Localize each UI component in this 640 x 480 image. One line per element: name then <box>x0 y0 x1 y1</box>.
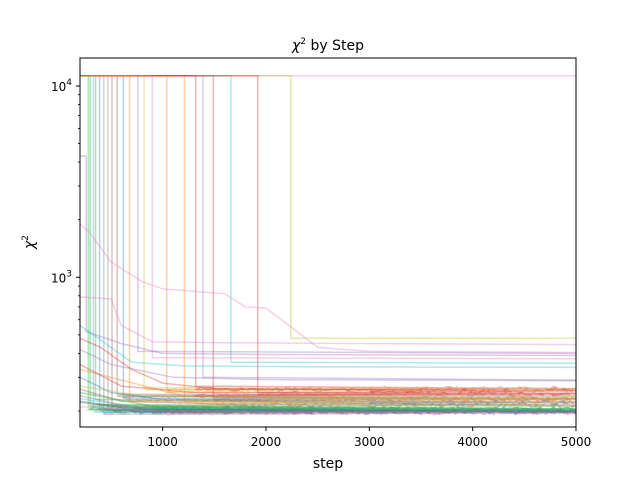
chain-line-11 <box>80 75 576 402</box>
x-tick-label: 1000 <box>147 435 178 449</box>
title-superscript: 2 <box>300 37 306 47</box>
x-tick-label: 5000 <box>561 435 592 449</box>
plot-frame <box>79 57 577 428</box>
chain-line-37 <box>80 397 576 414</box>
chain-line-14 <box>80 75 576 396</box>
x-axis-label: step <box>313 456 343 472</box>
x-tick-label: 4000 <box>457 435 488 449</box>
y-label-superscript: 2 <box>21 235 31 241</box>
chain-line-16 <box>80 75 576 399</box>
chain-line-15 <box>80 75 576 355</box>
x-tick-label: 3000 <box>354 435 385 449</box>
chain-line-8 <box>80 75 576 416</box>
chain-line-24 <box>80 223 576 354</box>
chain-line-29 <box>80 376 576 406</box>
x-axis-ticks: 1000 2000 3000 4000 5000 <box>147 427 591 449</box>
chain-line-31 <box>80 388 576 409</box>
chain-line-20 <box>80 75 576 414</box>
chain-line-5 <box>80 75 576 381</box>
chain-line-21 <box>80 75 576 392</box>
y-tick-label: 103 <box>51 269 72 285</box>
chain-line-32 <box>80 348 576 382</box>
x-tick-label: 2000 <box>251 435 282 449</box>
chain-line-25 <box>80 155 576 357</box>
plot-area <box>80 58 576 427</box>
chain-line-23 <box>80 75 576 413</box>
chain-line-6 <box>80 75 576 414</box>
chain-line-17 <box>80 75 576 360</box>
chain-line-33 <box>80 385 576 401</box>
chart-title: χ2 by Step <box>291 37 364 54</box>
chain-line-1 <box>80 75 576 415</box>
y-axis-ticks: 103 104 <box>51 78 80 412</box>
chain-line-30 <box>80 368 576 402</box>
chain-line-22 <box>80 75 576 405</box>
title-chi: χ <box>291 38 301 54</box>
chain-line-19 <box>80 75 576 393</box>
chain-line-18 <box>80 75 576 415</box>
y-tick-label: 104 <box>51 78 72 94</box>
series-lines <box>80 75 576 416</box>
y-axis-label: χ2 <box>21 235 38 250</box>
chain-line-36 <box>80 400 576 416</box>
chain-line-26 <box>80 296 576 346</box>
chain-line-9 <box>80 75 576 340</box>
title-suffix: by Step <box>306 38 364 54</box>
chain-line-27 <box>80 324 576 369</box>
chain-line-12 <box>80 75 576 407</box>
chain-line-40 <box>80 401 576 415</box>
chain-line-4 <box>80 75 576 403</box>
chain-line-34 <box>80 395 576 414</box>
chain-line-2 <box>80 75 576 394</box>
y-label-chi: χ <box>22 240 38 250</box>
chain-line-10 <box>80 75 576 365</box>
chain-line-13 <box>80 75 576 410</box>
chain-line-39 <box>80 406 576 416</box>
chain-line-3 <box>80 75 576 412</box>
chain-line-28 <box>80 337 576 394</box>
chain-line-38 <box>80 363 576 397</box>
chain-line-35 <box>80 391 576 412</box>
